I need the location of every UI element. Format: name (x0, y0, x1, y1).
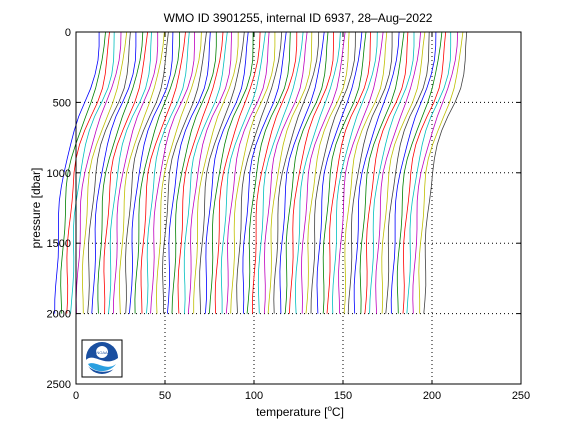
profile-line (236, 31, 283, 314)
y-tick-label: 2500 (47, 379, 71, 391)
x-tick-label: 250 (512, 390, 530, 402)
profile-line (81, 31, 128, 314)
chart-title: WMO ID 3901255, internal ID 6937, 28–Aug… (164, 11, 433, 25)
profile-line (332, 31, 378, 314)
profile-line (75, 31, 122, 314)
profile-line (134, 31, 180, 314)
y-tick-label: 500 (53, 97, 71, 109)
profile-line (396, 31, 443, 314)
profile-line (390, 31, 437, 314)
profile-line (150, 32, 195, 314)
profile-line (343, 31, 388, 314)
profile-line (205, 31, 249, 314)
profile-line (171, 32, 217, 314)
profile-line (305, 31, 350, 314)
profile-line (66, 31, 110, 314)
profile-line (91, 32, 137, 314)
profile-line (284, 31, 329, 314)
profile-line (402, 31, 447, 314)
profile-line (242, 31, 287, 314)
x-tick-label: 100 (245, 390, 263, 402)
profile-line (338, 31, 384, 314)
profile-line (103, 31, 148, 314)
profile-line (375, 31, 421, 314)
x-tick-label: 200 (423, 390, 441, 402)
profile-line (364, 31, 409, 314)
profile-line (412, 31, 459, 314)
profile-line (187, 31, 232, 314)
profile-line (118, 31, 165, 314)
x-tick-labels: 0 50 100 150 200 250 (73, 390, 530, 402)
profile-line (267, 31, 313, 314)
profile-line (140, 31, 186, 314)
profile-line (369, 32, 415, 314)
profile-line (220, 31, 266, 314)
profile-line (326, 31, 371, 314)
profile-line (167, 31, 211, 314)
profile-line (251, 31, 298, 314)
profile-line (199, 31, 245, 314)
x-tick-label: 0 (73, 390, 79, 402)
y-tick-label: 1000 (47, 168, 71, 180)
profile-line (183, 31, 228, 314)
profile-line (177, 31, 224, 314)
profile-line (310, 31, 356, 314)
y-tick-labels: 0 500 1000 1500 2000 2500 (47, 27, 71, 391)
profile-line (193, 31, 239, 314)
profile-line (316, 31, 363, 314)
profile-line (322, 31, 367, 314)
profile-line (246, 31, 291, 314)
profile-line (70, 31, 115, 314)
profile-line (87, 31, 131, 314)
profile-line (347, 32, 393, 314)
profile-line (60, 31, 106, 314)
profile-line (214, 31, 261, 314)
profile-line (381, 31, 426, 314)
x-axis-label: temperature [oC] (256, 404, 344, 419)
profile-line (359, 31, 405, 314)
profile-line (225, 31, 270, 314)
profile-line (146, 31, 190, 314)
profile-line (108, 31, 152, 314)
profile-line (162, 31, 207, 314)
y-tick-label: 0 (65, 27, 71, 39)
logo-lettering: NOAA (96, 350, 108, 355)
axis-ticks (75, 31, 522, 385)
profile-line (54, 32, 100, 314)
noaa-logo: NOAA (81, 339, 123, 378)
temperature-profiles (54, 31, 468, 314)
profile-line (257, 31, 304, 314)
profile-line (301, 31, 346, 314)
profile-line (295, 31, 341, 314)
y-axis-label: pressure [dbar] (29, 168, 43, 249)
profile-line (423, 31, 468, 314)
plot-area (54, 31, 522, 385)
profile-line (273, 31, 320, 314)
profile-line (209, 31, 254, 314)
profile-line (353, 31, 400, 314)
y-tick-label: 2000 (47, 309, 71, 321)
y-tick-label: 1500 (47, 238, 71, 250)
profile-line (289, 32, 334, 314)
profile-line (263, 31, 308, 314)
profile-line (230, 32, 276, 314)
profile-line (385, 31, 430, 314)
profile-line (97, 31, 144, 314)
profile-line (129, 31, 174, 314)
profile-line (406, 32, 452, 314)
profile-line (125, 31, 169, 314)
profile-line (279, 31, 325, 314)
profile-line (418, 31, 464, 314)
profile-line (113, 32, 159, 314)
x-tick-label: 150 (334, 390, 352, 402)
x-tick-label: 50 (159, 390, 171, 402)
grid-lines (76, 32, 521, 384)
profile-line (156, 31, 202, 314)
